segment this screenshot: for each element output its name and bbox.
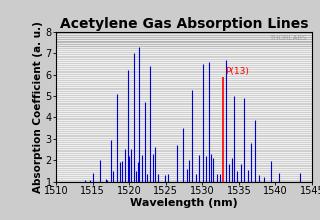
Bar xyxy=(56,32,312,47)
Text: P(13): P(13) xyxy=(225,67,249,76)
Title: Acetylene Gas Absorption Lines: Acetylene Gas Absorption Lines xyxy=(60,17,308,31)
Text: THORLABS: THORLABS xyxy=(269,35,307,41)
X-axis label: Wavelength (nm): Wavelength (nm) xyxy=(130,198,238,208)
Y-axis label: Absorption Coefficient (a. u.): Absorption Coefficient (a. u.) xyxy=(33,21,43,193)
